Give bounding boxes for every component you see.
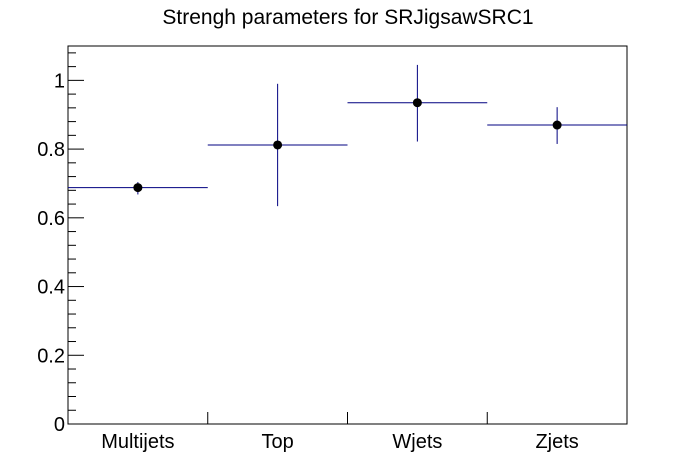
- data-point: [273, 140, 283, 150]
- y-axis: 0 0.2 0.4 0.6 0.8 1: [37, 52, 84, 436]
- data-point: [552, 120, 562, 130]
- data-point: [412, 98, 422, 108]
- data-point: [133, 183, 143, 193]
- x-category-label: Zjets: [535, 431, 578, 453]
- x-category-label: Wjets: [392, 431, 442, 453]
- y-tick-label: 0.2: [37, 345, 65, 367]
- y-tick-label: 0.4: [37, 277, 65, 299]
- x-axis: Multijets Top Wjets Zjets: [101, 412, 579, 453]
- y-tick-label: 0.6: [37, 208, 65, 230]
- x-category-label: Top: [262, 431, 294, 453]
- y-tick-label: 0.8: [37, 139, 65, 161]
- y-tick-label: 0: [54, 414, 65, 436]
- data-points: [68, 64, 627, 207]
- x-category-label: Multijets: [101, 431, 174, 453]
- y-tick-label: 1: [54, 70, 65, 92]
- chart-title: Strengh parameters for SRJigsawSRC1: [162, 6, 533, 29]
